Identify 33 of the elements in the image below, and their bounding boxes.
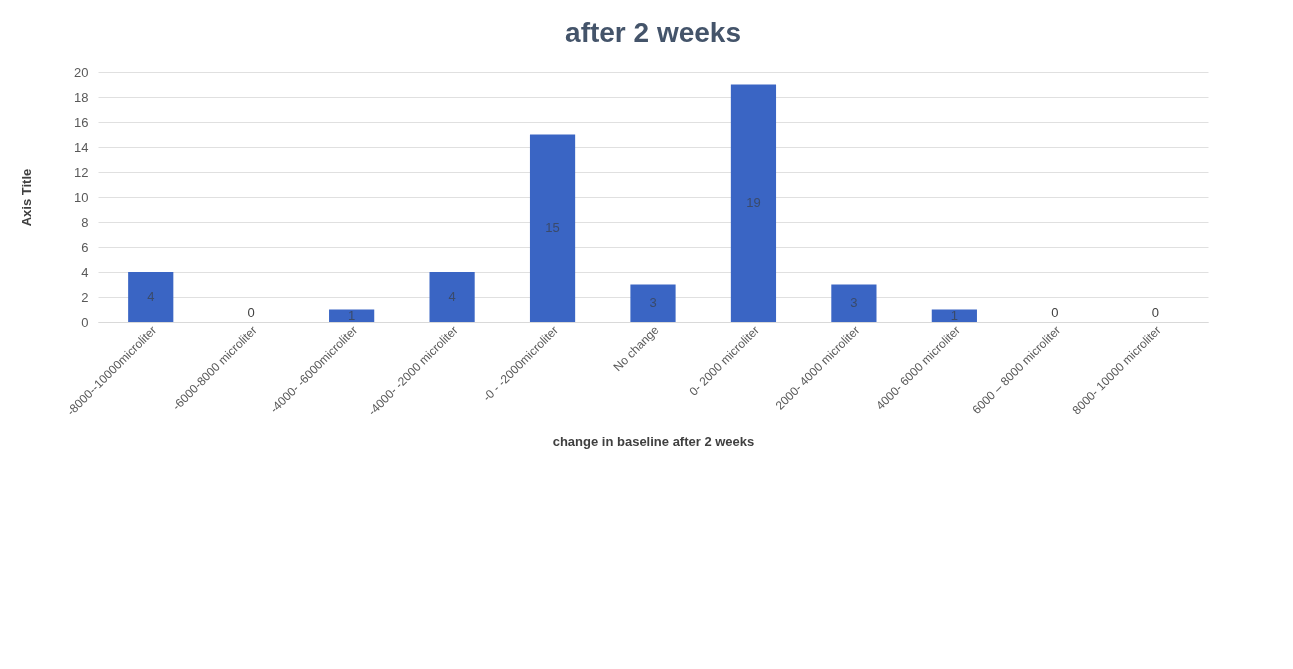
data-label: 1 [950,307,958,323]
bar [128,272,174,322]
data-label: 0 [247,305,255,320]
y-tick-label: 20 [74,64,89,80]
data-label: 0 [1051,305,1059,320]
y-tick-label: 0 [81,314,89,330]
y-axis-title: Axis Title [19,168,35,227]
data-label: 19 [746,195,761,211]
y-tick-label: 16 [74,114,89,130]
bar [730,84,777,322]
chart-title: after 2 weeks [565,17,741,48]
bar [529,134,576,322]
x-axis-title: change in baseline after 2 weeks [552,433,755,449]
data-label: 15 [545,220,560,236]
data-label: 3 [649,295,657,311]
data-label: 4 [448,289,456,304]
bar [931,309,977,322]
data-label: 3 [850,295,858,311]
y-tick-label: 6 [81,239,89,255]
bar [329,309,375,322]
y-tick-label: 14 [74,139,89,155]
bar [630,284,676,322]
data-label: 1 [348,307,356,323]
data-label: 4 [147,289,155,304]
y-tick-label: 10 [74,189,89,205]
bar [831,284,877,322]
y-tick-label: 4 [81,264,89,280]
y-tick-label: 12 [74,164,89,180]
data-label: 0 [1151,305,1159,320]
y-tick-label: 18 [74,89,89,105]
y-tick-label: 2 [81,289,89,305]
bar [429,272,475,322]
y-tick-label: 8 [81,214,89,230]
